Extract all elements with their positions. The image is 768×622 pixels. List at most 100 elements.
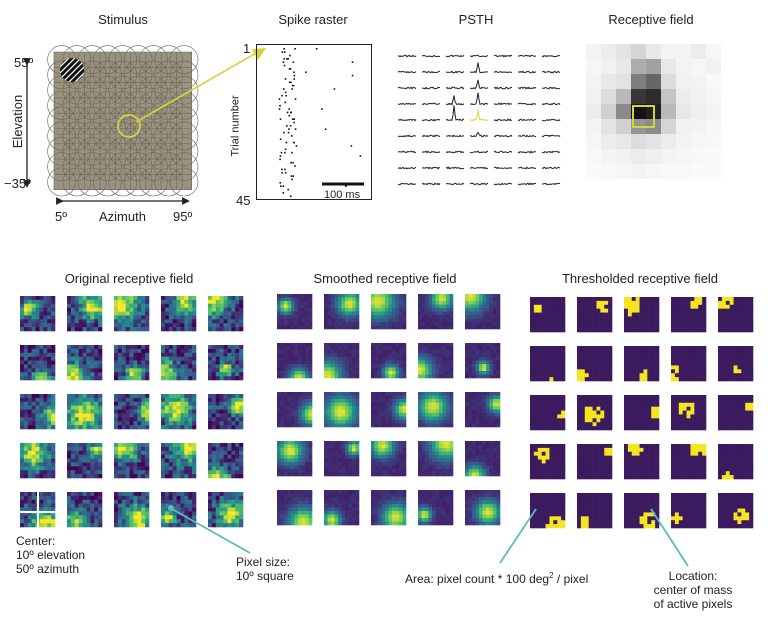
- original-rf-tile: [161, 296, 197, 332]
- raster-trial-top: 1: [243, 41, 251, 56]
- psth-trace: [445, 166, 465, 170]
- psth-trace: [445, 86, 465, 90]
- spike-dot: [291, 178, 293, 181]
- spike-dot: [290, 135, 293, 137]
- spike-dot: [284, 148, 287, 151]
- spike-dot: [292, 84, 295, 87]
- original-rf-tile: [67, 443, 103, 479]
- psth-trace: [469, 79, 489, 90]
- thresholded-rf-tile: [671, 493, 707, 529]
- psth-trace: [397, 150, 417, 154]
- rf-pixel: [706, 134, 721, 149]
- raster-scalebar-label: 100 ms: [324, 189, 361, 201]
- area-tail: / pixel: [553, 572, 589, 586]
- spike-dot: [359, 155, 362, 157]
- psth-trace: [517, 102, 537, 106]
- psth-trace: [469, 54, 489, 58]
- loc-line2: center of mass: [653, 583, 733, 597]
- thresholded-rf-tile: [577, 346, 613, 382]
- thresholded-rf-tile: [530, 346, 566, 382]
- original-rf-tile: [208, 345, 244, 381]
- rf-pixel: [676, 119, 691, 134]
- original-rf-title: Original receptive field: [64, 271, 194, 286]
- smoothed-rf-grid: [277, 294, 501, 526]
- rf-pixel: [631, 134, 646, 149]
- smoothed-rf-tile: [324, 490, 360, 526]
- spike-raster-plot: [256, 44, 372, 200]
- thresholded-rf-tile: [624, 395, 660, 431]
- spike-dot: [284, 91, 287, 94]
- rf-pixel: [661, 134, 676, 149]
- rf-pixel: [661, 89, 676, 104]
- original-rf-tile: [161, 443, 197, 479]
- smoothed-rf-tile: [277, 343, 313, 379]
- rf-pixel: [616, 119, 631, 134]
- thresholded-rf-tile: [530, 297, 566, 333]
- original-rf-tile: [208, 492, 244, 528]
- azimuth-left-label: 5º: [55, 209, 67, 224]
- spike-dot: [289, 195, 292, 197]
- psth-trace: [470, 109, 489, 122]
- original-rf-tile: [20, 345, 56, 381]
- smoothed-rf-tile: [371, 392, 407, 428]
- psth-trace: [541, 54, 561, 58]
- spike-dot: [282, 192, 285, 194]
- psth-trace: [541, 150, 561, 154]
- spike-dot: [295, 145, 298, 147]
- spike-dot: [305, 71, 307, 74]
- psth-trace: [397, 166, 417, 170]
- rf-pixel: [646, 44, 661, 59]
- smoothed-rf-tile: [277, 490, 313, 526]
- original-rf-tile: [20, 394, 56, 430]
- thresholded-rf-tile: [577, 395, 613, 431]
- spike-dot: [294, 98, 297, 100]
- original-rf-tile: [67, 296, 103, 332]
- rf-pixel: [616, 74, 631, 89]
- smoothed-rf-tile: [418, 343, 454, 379]
- spike-dot: [289, 125, 292, 127]
- rf-pixel: [646, 134, 661, 149]
- spike-dot: [279, 118, 282, 120]
- rf-pixel: [631, 104, 646, 119]
- azimuth-right-label: 95º: [173, 209, 193, 224]
- smoothed-rf-tile: [277, 441, 313, 477]
- raster-title: Spike raster: [278, 12, 348, 27]
- psth-trace: [517, 118, 537, 122]
- psth-trace: [421, 118, 441, 122]
- rf-pixel: [646, 74, 661, 89]
- spike-dot: [292, 61, 295, 63]
- rf-pixel: [706, 59, 721, 74]
- psth-trace: [421, 134, 441, 138]
- thresholded-rf-tile: [718, 395, 754, 431]
- spike-dot: [278, 108, 281, 110]
- spike-dot: [293, 74, 296, 77]
- psth-trace: [469, 150, 489, 154]
- smoothed-rf-tile: [465, 490, 501, 526]
- rf-pixel: [691, 89, 706, 104]
- rf-pixel: [676, 74, 691, 89]
- raster-frame: [256, 44, 372, 200]
- area-text: Area: pixel count * 100 deg: [405, 572, 550, 586]
- rf-pixel: [586, 59, 601, 74]
- rf-pixel: [631, 164, 646, 179]
- psth-trace: [517, 182, 537, 186]
- azimuth-arrow: [56, 197, 190, 205]
- original-rf-tile: [208, 394, 244, 430]
- psth-trace: [445, 105, 465, 122]
- psth-trace: [493, 102, 512, 106]
- rf-pixel: [691, 164, 706, 179]
- rf-pixel: [676, 164, 691, 179]
- smoothed-rf-tile: [418, 490, 454, 526]
- psth-trace: [397, 118, 417, 122]
- rf-pixel: [691, 59, 706, 74]
- smoothed-rf-tile: [371, 490, 407, 526]
- spike-dot: [283, 131, 285, 134]
- thresholded-rf-tile: [718, 444, 754, 480]
- original-rf-tile: [114, 443, 150, 479]
- spike-dot: [284, 78, 287, 80]
- center-crosshair: [18, 490, 58, 530]
- smoothed-rf-tile: [418, 392, 454, 428]
- spike-dot: [293, 78, 295, 80]
- spike-dot: [293, 121, 295, 124]
- rf-pixel: [691, 74, 706, 89]
